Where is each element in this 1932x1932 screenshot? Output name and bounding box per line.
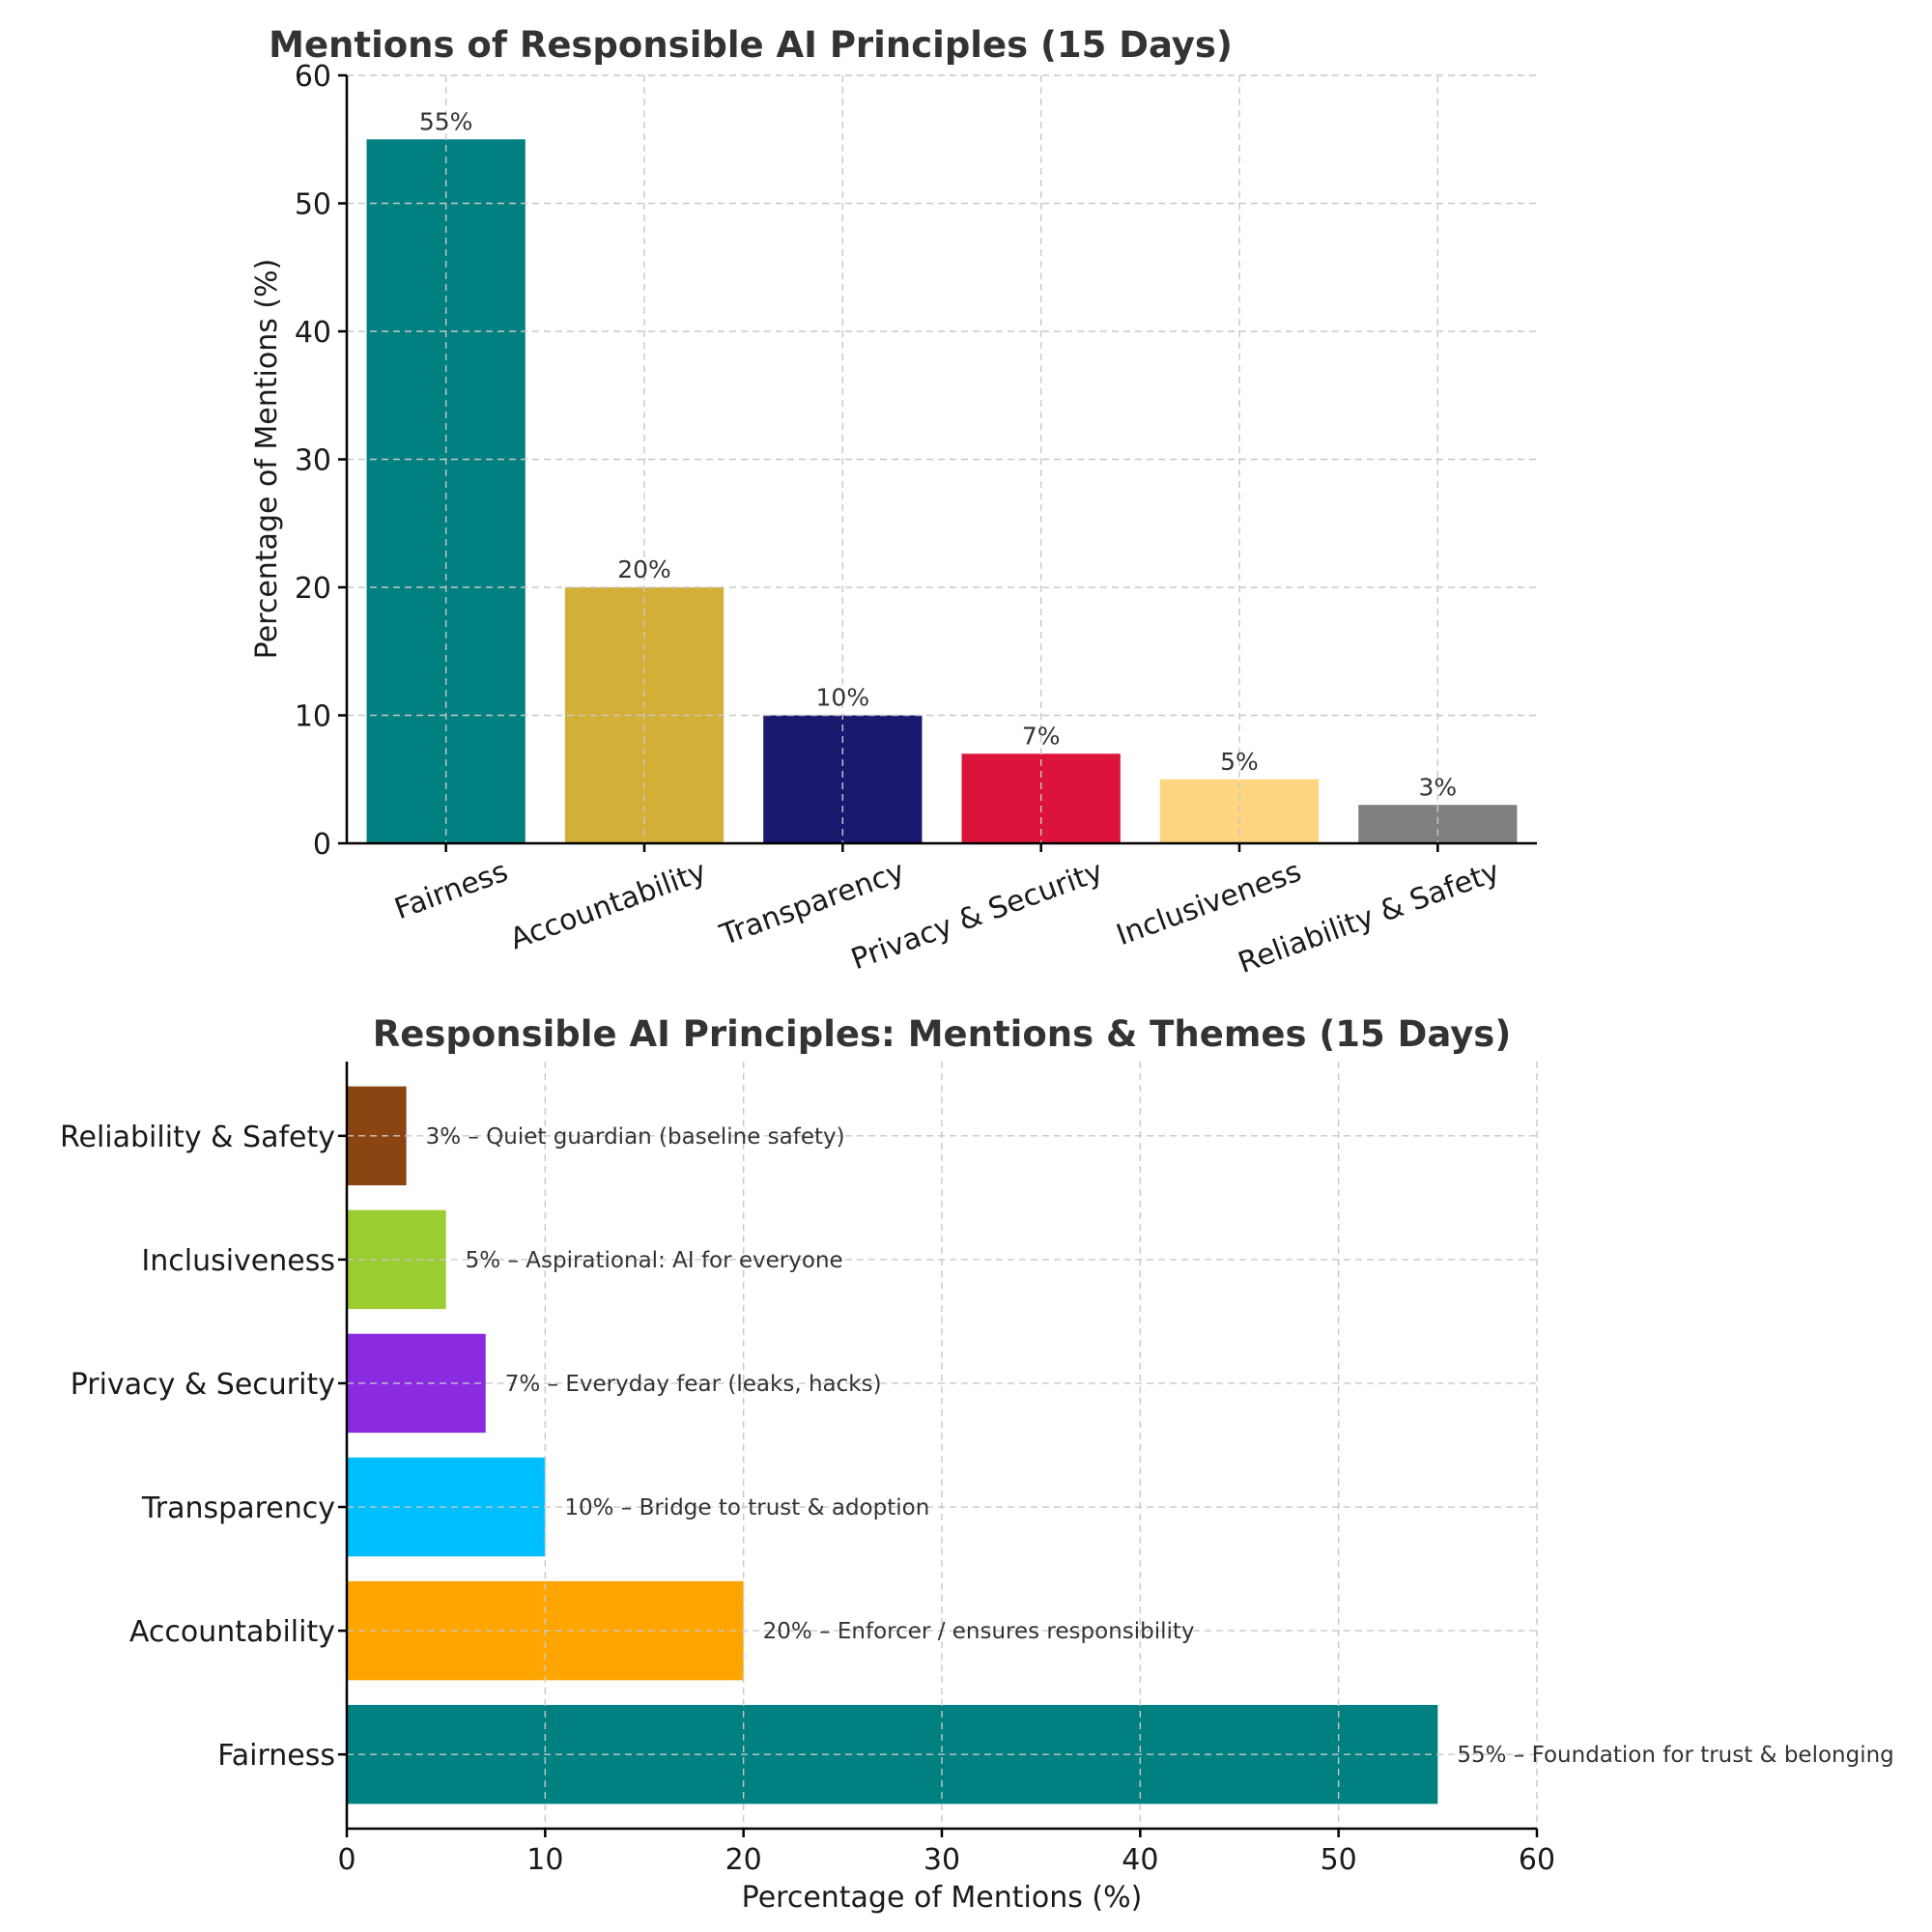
top-y-tick-label: 0 bbox=[313, 828, 331, 862]
top-y-tick-label: 10 bbox=[295, 700, 331, 734]
data-label-reliability-safety: 3% bbox=[1418, 773, 1457, 801]
bottom-y-tick-label-transparency: Transparency bbox=[141, 1492, 335, 1525]
bottom-x-tick-label: 0 bbox=[337, 1843, 355, 1877]
bottom-y-tick-label-inclusiveness: Inclusiveness bbox=[141, 1244, 335, 1278]
bottom-y-tick-label-privacy-security: Privacy & Security bbox=[71, 1368, 335, 1402]
bottom-x-ticks: 0 10 20 30 40 50 60 bbox=[337, 1829, 1555, 1877]
bottom-bars bbox=[347, 1086, 1438, 1804]
data-label-inclusiveness: 5% bbox=[1220, 748, 1259, 776]
bottom-annotations: 55% – Foundation for trust & belonging 20… bbox=[426, 1124, 1894, 1768]
bottom-x-tick-label: 30 bbox=[923, 1843, 960, 1877]
bar-transparency bbox=[763, 715, 923, 843]
bottom-x-tick-label: 10 bbox=[526, 1843, 563, 1877]
hbar-privacy-security bbox=[347, 1333, 486, 1434]
top-y-axis-label: Percentage of Mentions (%) bbox=[250, 259, 284, 660]
top-chart-title: Mentions of Responsible AI Principles (1… bbox=[269, 24, 1233, 66]
top-x-tick-label-accountability: Accountability bbox=[506, 855, 711, 957]
bottom-x-tick-label: 40 bbox=[1122, 1843, 1158, 1877]
top-y-ticks: 0 10 20 30 40 50 60 bbox=[295, 60, 347, 862]
top-x-tick-label-fairness: Fairness bbox=[390, 855, 512, 927]
data-label-transparency: 10% bbox=[816, 684, 870, 712]
bottom-grid bbox=[347, 1062, 1538, 1829]
bottom-y-tick-label-fairness: Fairness bbox=[217, 1739, 335, 1773]
bottom-y-ticks: Fairness Accountability Transparency Privac… bbox=[60, 1121, 347, 1773]
top-y-tick-label: 40 bbox=[295, 316, 331, 350]
top-data-labels: 55% 20% 10% 7% 5% 3% bbox=[419, 107, 1457, 801]
top-y-tick-label: 30 bbox=[295, 444, 331, 478]
bottom-y-tick-label-reliability-safety: Reliability & Safety bbox=[60, 1121, 335, 1154]
bottom-x-tick-label: 60 bbox=[1519, 1843, 1555, 1877]
top-y-tick-label: 20 bbox=[295, 572, 331, 606]
top-grid bbox=[347, 74, 1537, 843]
vertical-bar-chart: Mentions of Responsible AI Principles (1… bbox=[250, 24, 1537, 980]
annotation-reliability-safety: 3% – Quiet guardian (baseline safety) bbox=[426, 1124, 845, 1150]
top-y-tick-label: 60 bbox=[295, 60, 331, 94]
data-label-accountability: 20% bbox=[617, 555, 671, 583]
annotation-inclusiveness: 5% – Aspirational: AI for everyone bbox=[466, 1248, 843, 1273]
data-label-privacy-security: 7% bbox=[1022, 722, 1061, 750]
annotation-transparency: 10% – Bridge to trust & adoption bbox=[564, 1495, 929, 1520]
horizontal-bar-chart: Responsible AI Principles: Mentions & Th… bbox=[60, 1013, 1894, 1915]
bottom-x-axis-label: Percentage of Mentions (%) bbox=[742, 1881, 1143, 1915]
annotation-privacy-security: 7% – Everyday fear (leaks, hacks) bbox=[505, 1372, 882, 1397]
bottom-chart-title: Responsible AI Principles: Mentions & Th… bbox=[373, 1013, 1512, 1055]
bottom-x-tick-label: 20 bbox=[725, 1843, 762, 1877]
annotation-accountability: 20% – Enforcer / ensures responsibility bbox=[763, 1619, 1195, 1644]
bottom-y-tick-label-accountability: Accountability bbox=[129, 1615, 335, 1649]
data-label-fairness: 55% bbox=[419, 107, 473, 135]
annotation-fairness: 55% – Foundation for trust & belonging bbox=[1457, 1743, 1893, 1768]
top-bars bbox=[366, 139, 1518, 843]
bottom-x-tick-label: 50 bbox=[1321, 1843, 1357, 1877]
top-y-tick-label: 50 bbox=[295, 188, 331, 222]
